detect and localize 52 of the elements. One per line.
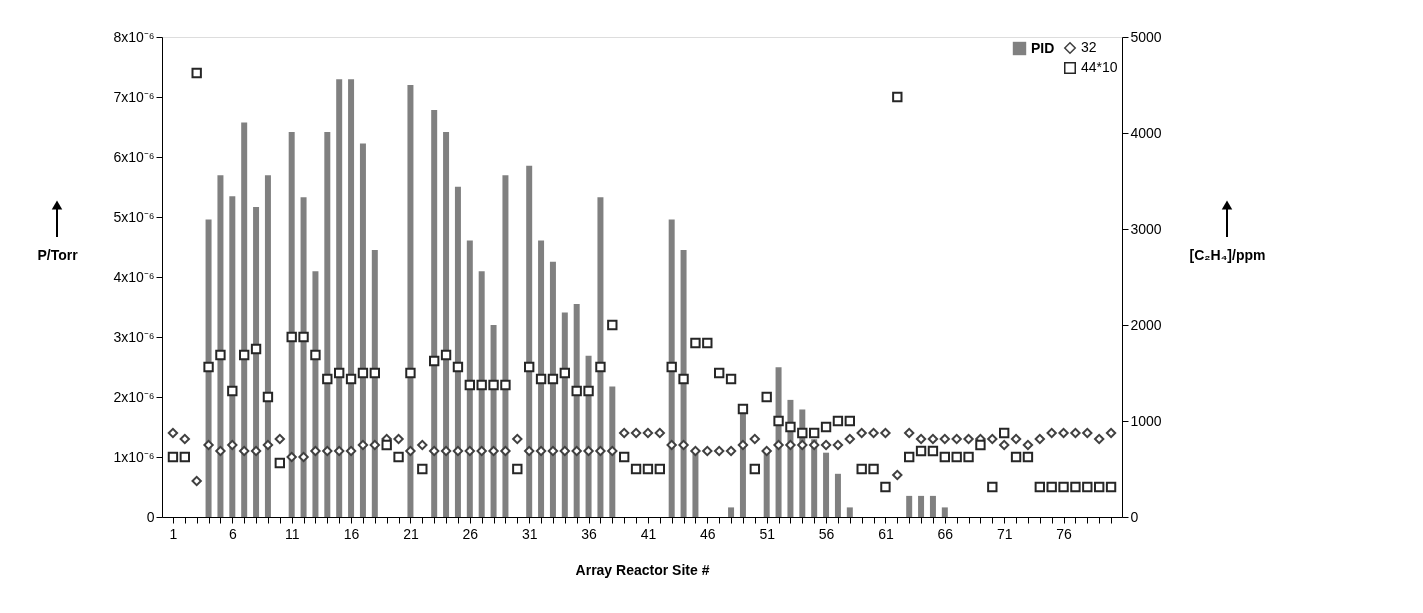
y-tick-label: 4x10⁻⁶ (113, 268, 155, 285)
bar (680, 250, 687, 517)
y2-tick-label: 5000 (1130, 28, 1162, 45)
bar (929, 495, 936, 517)
y-axis-title: P/Torr (37, 246, 79, 263)
x-tick-label: 36 (581, 525, 598, 542)
bar (846, 507, 853, 517)
y2-tick-label: 4000 (1130, 124, 1162, 141)
bar (312, 271, 319, 517)
x-tick-label: 56 (818, 525, 835, 542)
legend-label: 32 (1081, 39, 1097, 55)
bar (918, 495, 925, 517)
bar (834, 473, 841, 517)
y2-tick-label: 3000 (1130, 220, 1162, 237)
bar (941, 507, 948, 517)
x-tick-label: 76 (1056, 525, 1073, 542)
bar (300, 197, 307, 517)
y2-tick-label: 1000 (1130, 412, 1162, 429)
x-axis-title: Array Reactor Site # (575, 561, 710, 578)
bar (217, 175, 224, 517)
x-tick-label: 66 (937, 525, 954, 542)
y2-axis-title: [C₂H₄]/ppm (1189, 246, 1266, 263)
bar (728, 507, 735, 517)
x-tick-label: 1 (169, 525, 178, 542)
x-tick-label: 31 (521, 525, 538, 542)
x-tick-label: 21 (403, 525, 419, 542)
x-tick-label: 41 (640, 525, 657, 542)
y-tick-label: 2x10⁻⁶ (113, 388, 155, 405)
y2-tick-label: 0 (1130, 508, 1139, 525)
y-tick-label: 0 (146, 508, 155, 525)
x-tick-label: 16 (343, 525, 360, 542)
x-tick-label: 11 (284, 525, 300, 542)
bar (502, 175, 509, 517)
x-tick-label: 61 (878, 525, 894, 542)
x-tick-label: 51 (759, 525, 776, 542)
y-tick-label: 5x10⁻⁶ (113, 208, 155, 225)
legend-label: PID (1031, 39, 1055, 56)
bar (906, 495, 913, 517)
bar (407, 85, 414, 517)
y-tick-label: 8x10⁻⁶ (113, 28, 155, 45)
legend-label: 44*10 (1081, 59, 1118, 75)
bar (205, 219, 212, 517)
x-tick-label: 6 (228, 525, 237, 542)
y-tick-label: 1x10⁻⁶ (113, 448, 155, 465)
x-tick-label: 71 (996, 525, 1013, 542)
y-tick-label: 7x10⁻⁶ (113, 88, 155, 105)
x-tick-label: 46 (700, 525, 716, 542)
bar (597, 197, 604, 517)
y-tick-label: 3x10⁻⁶ (113, 328, 155, 345)
x-tick-label: 26 (462, 525, 479, 542)
y-tick-label: 6x10⁻⁶ (113, 148, 155, 165)
y2-tick-label: 2000 (1130, 316, 1162, 333)
